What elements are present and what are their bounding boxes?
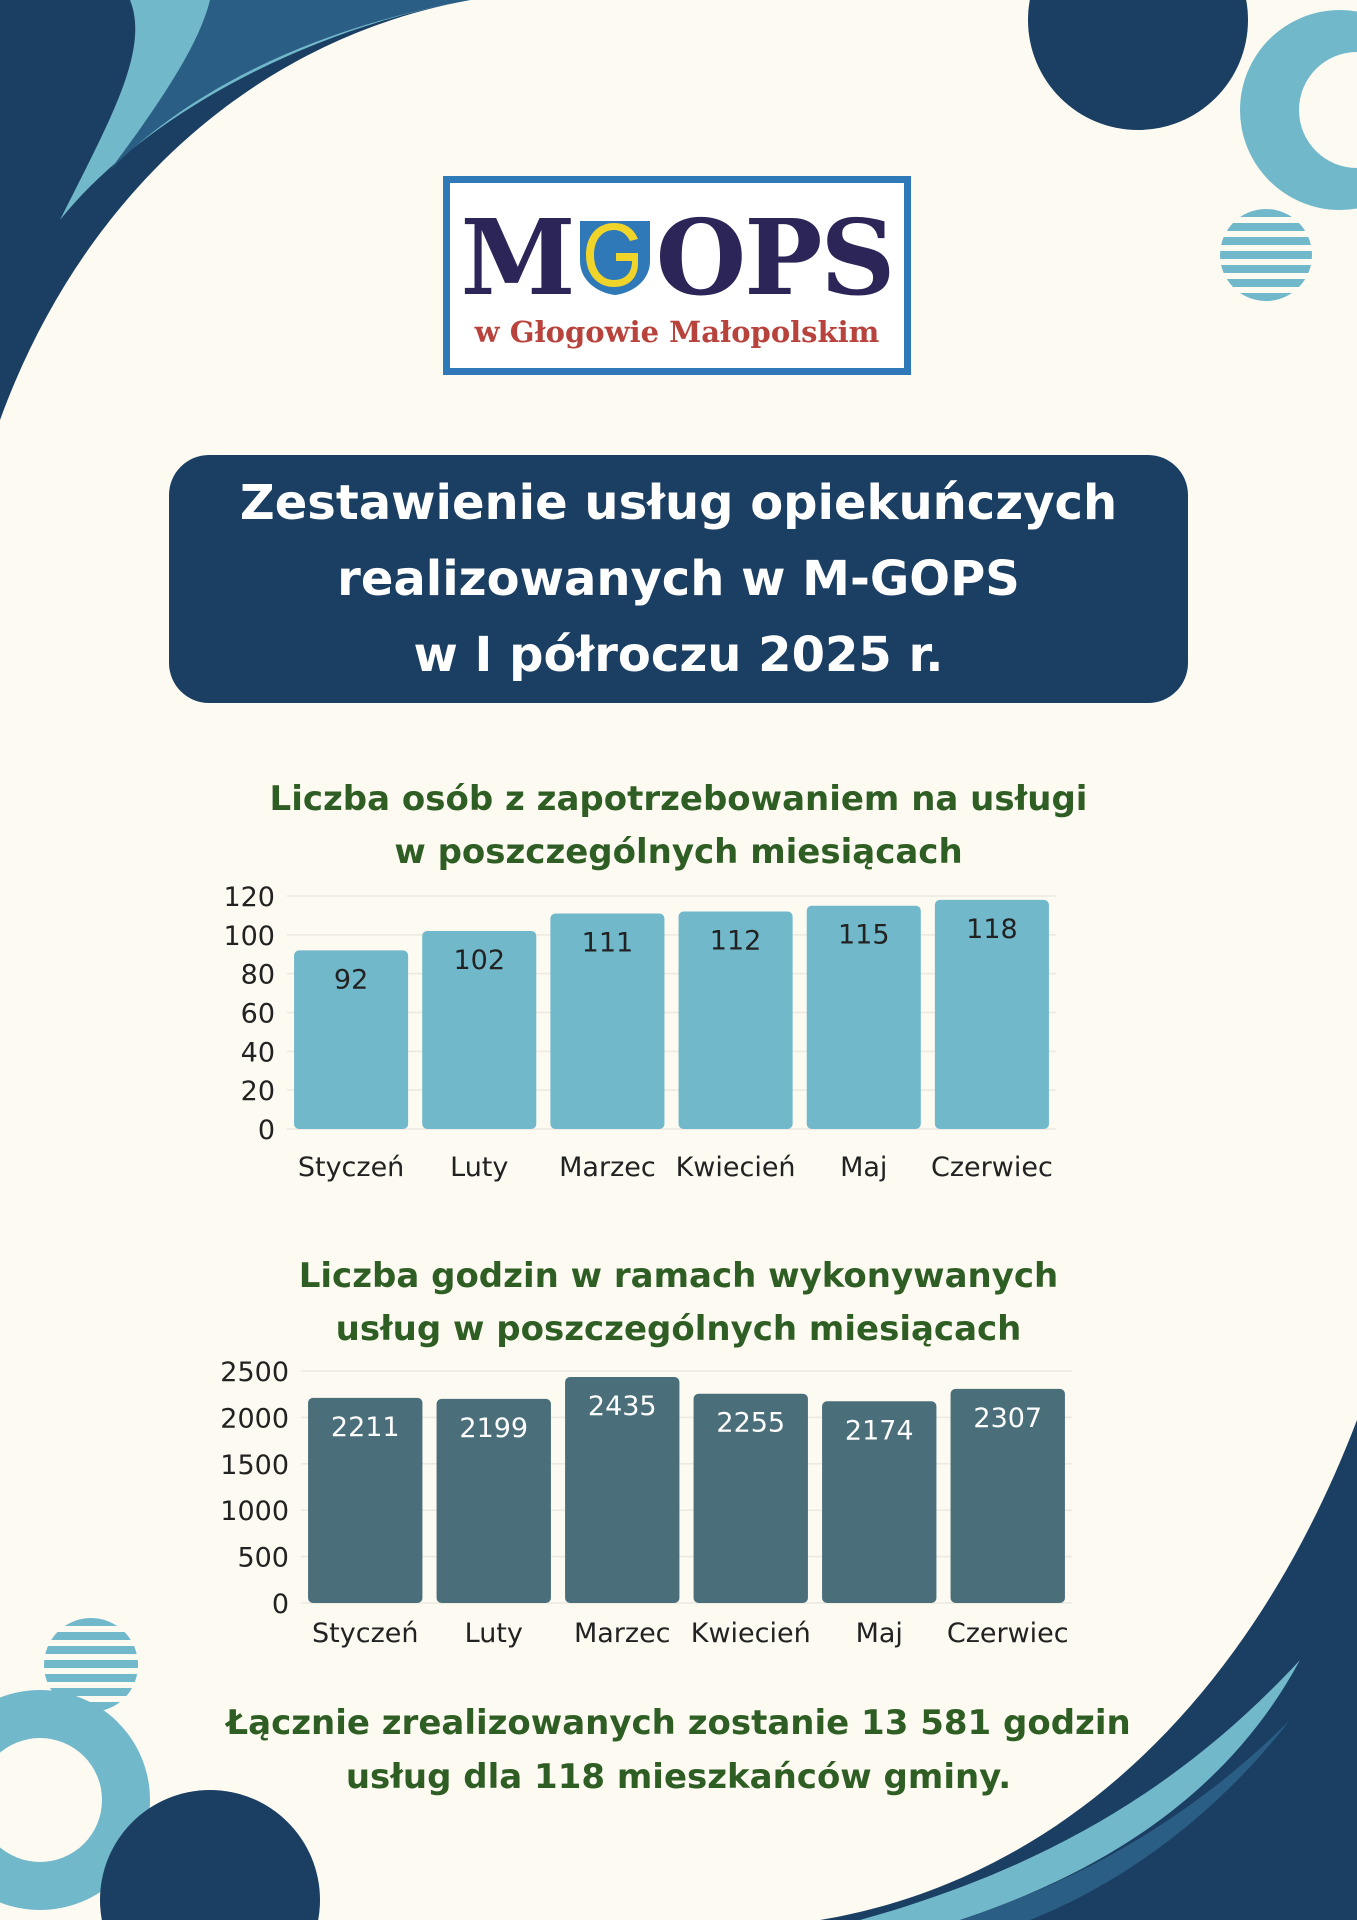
data-label: 2255 — [716, 1408, 785, 1439]
bar-styczeń — [294, 950, 409, 1129]
y-tick-label: 100 — [223, 921, 275, 952]
data-label: 118 — [966, 914, 1018, 945]
y-tick-label: 0 — [258, 1115, 275, 1146]
category-label: Kwiecień — [691, 1618, 811, 1649]
category-label: Czerwiec — [931, 1152, 1053, 1183]
data-label: 2211 — [331, 1412, 400, 1443]
bar-marzec — [550, 913, 665, 1129]
bar-maj — [806, 905, 921, 1129]
y-tick-label: 60 — [241, 999, 275, 1030]
category-label: Czerwiec — [947, 1618, 1069, 1649]
bar-maj — [822, 1401, 937, 1603]
category-label: Luty — [465, 1618, 523, 1649]
bar-kwiecień — [693, 1393, 808, 1603]
y-tick-label: 1000 — [220, 1496, 289, 1527]
mgops-logo: MGOPS w Głogowie Małopolskim — [443, 176, 911, 375]
chart-2-title: Liczba godzin w ramach wykonywanych usłu… — [298, 1256, 1059, 1349]
y-tick-label: 0 — [272, 1589, 289, 1620]
data-label: 2174 — [845, 1415, 914, 1446]
data-label: 92 — [334, 964, 368, 995]
logo-subtitle: w Głogowie Małopolskim — [474, 315, 880, 349]
data-label: 111 — [582, 927, 634, 958]
bar-kwiecień — [678, 911, 793, 1129]
data-label: 112 — [710, 926, 762, 957]
bar-styczeń — [308, 1397, 423, 1603]
page-title: Zestawienie usług opiekuńczych realizowa… — [239, 475, 1118, 683]
data-label: 2199 — [459, 1413, 528, 1444]
logo-wordmark: MGOPS — [460, 196, 895, 319]
y-tick-label: 1500 — [220, 1450, 289, 1481]
bar-czerwiec — [950, 1388, 1065, 1603]
chart-1-title: Liczba osób z zapotrzebowaniem na usługi… — [269, 779, 1088, 872]
bar-luty — [436, 1398, 551, 1603]
data-label: 115 — [838, 920, 890, 951]
y-tick-label: 2500 — [220, 1357, 289, 1388]
y-tick-label: 2000 — [220, 1403, 289, 1434]
bar-czerwiec — [934, 899, 1049, 1129]
bar-marzec — [565, 1377, 680, 1603]
category-label: Maj — [840, 1152, 887, 1183]
summary-text: Łącznie zrealizowanych zostanie 13 581 g… — [226, 1703, 1131, 1797]
y-tick-label: 500 — [237, 1543, 289, 1574]
bar-luty — [422, 930, 537, 1129]
chart-people-per-month: 0 20 40 60 80 100 120 92 Styczeń 102 Luty 111 Marzec… — [223, 882, 1056, 1183]
page-title-box: Zestawienie usług opiekuńczych realizowa… — [169, 455, 1188, 703]
category-label: Marzec — [574, 1618, 671, 1649]
y-tick-label: 80 — [241, 960, 275, 991]
category-label: Styczeń — [298, 1152, 404, 1183]
data-label: 2435 — [588, 1391, 657, 1422]
category-label: Styczeń — [312, 1618, 418, 1649]
y-tick-label: 20 — [241, 1076, 275, 1107]
striped-circle-top-right — [1220, 209, 1312, 301]
category-label: Marzec — [559, 1152, 656, 1183]
category-label: Kwiecień — [676, 1152, 796, 1183]
category-label: Luty — [450, 1152, 508, 1183]
category-label: Maj — [856, 1618, 903, 1649]
data-label: 102 — [453, 945, 505, 976]
y-tick-label: 120 — [223, 882, 275, 913]
chart-hours-per-month: 0 500 1000 1500 2000 2500 2211 Styczeń 2199 Luty 2… — [220, 1357, 1072, 1649]
data-label: 2307 — [973, 1403, 1042, 1434]
y-tick-label: 40 — [241, 1037, 275, 1068]
